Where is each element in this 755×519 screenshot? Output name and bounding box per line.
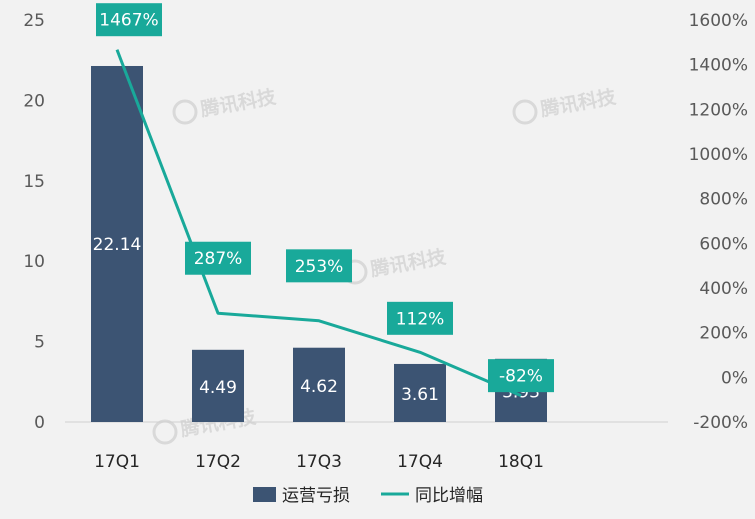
category-labels: 17Q1 17Q2 17Q3 17Q4 18Q1: [94, 452, 544, 472]
left-axis: 0 5 10 15 20 25: [23, 11, 45, 433]
right-tick-0: -200%: [693, 413, 748, 433]
bar-label-17Q3: 4.62: [300, 377, 338, 397]
bar-label-17Q4: 3.61: [401, 385, 439, 405]
bar-17Q4: [394, 363, 446, 422]
growth-label-box-17Q2: [185, 241, 251, 275]
legend-label-line: 同比增幅: [415, 486, 483, 506]
category-label-17Q1: 17Q1: [94, 452, 140, 472]
right-tick-9: 1600%: [689, 11, 748, 31]
watermark-logo-1: [512, 99, 538, 125]
right-tick-5: 800%: [699, 190, 748, 210]
bar-label-17Q1: 22.14: [93, 235, 142, 255]
right-tick-2: 200%: [699, 324, 748, 344]
right-tick-1: 0%: [721, 368, 748, 388]
right-tick-4: 600%: [699, 234, 748, 254]
left-tick-1: 5: [34, 333, 45, 353]
left-tick-5: 25: [23, 11, 45, 31]
legend-swatch-bar: [253, 487, 276, 502]
bar-17Q2: [192, 349, 244, 422]
category-label-17Q2: 17Q2: [195, 452, 241, 472]
left-tick-3: 15: [23, 172, 45, 192]
growth-label-box-17Q3: [286, 249, 352, 283]
watermark-logo-3: [152, 419, 178, 445]
right-tick-8: 1400%: [689, 56, 748, 76]
category-label-18Q1: 18Q1: [498, 452, 544, 472]
bar-label-17Q2: 4.49: [199, 378, 237, 398]
growth-label-17Q3: 253%: [295, 257, 344, 277]
watermark-text-1: 腾讯科技: [538, 85, 619, 121]
category-label-17Q3: 17Q3: [296, 452, 342, 472]
growth-label-17Q2: 287%: [194, 249, 243, 269]
growth-labels: 1467% 287% 253% 112% -82%: [96, 3, 554, 393]
growth-line: [115, 49, 522, 397]
category-label-17Q4: 17Q4: [397, 452, 443, 472]
left-tick-0: 0: [34, 413, 45, 433]
legend-label-bar: 运营亏损: [282, 486, 350, 506]
right-tick-3: 400%: [699, 279, 748, 299]
watermark-text-2: 腾讯科技: [368, 245, 449, 281]
watermark-text-0: 腾讯科技: [198, 85, 279, 121]
watermark-logo-0: [172, 99, 198, 125]
growth-label-17Q4: 112%: [396, 309, 445, 329]
left-tick-4: 20: [23, 91, 45, 111]
bars: [91, 65, 547, 422]
legend: 运营亏损 同比增幅: [253, 486, 483, 506]
growth-label-18Q1: -82%: [499, 367, 543, 387]
growth-label-17Q1: 1467%: [99, 11, 158, 31]
left-tick-2: 10: [23, 252, 45, 272]
growth-label-box-17Q1: [96, 3, 162, 37]
right-tick-6: 1000%: [689, 145, 748, 165]
bar-17Q1: [91, 65, 143, 422]
bar-17Q3: [293, 347, 345, 422]
growth-label-box-18Q1: [488, 359, 554, 393]
right-tick-7: 1200%: [689, 100, 748, 120]
right-axis: -200% 0% 200% 400% 600% 800% 1000% 1200% 1400% 16…: [689, 11, 748, 433]
growth-label-box-17Q4: [387, 301, 453, 335]
